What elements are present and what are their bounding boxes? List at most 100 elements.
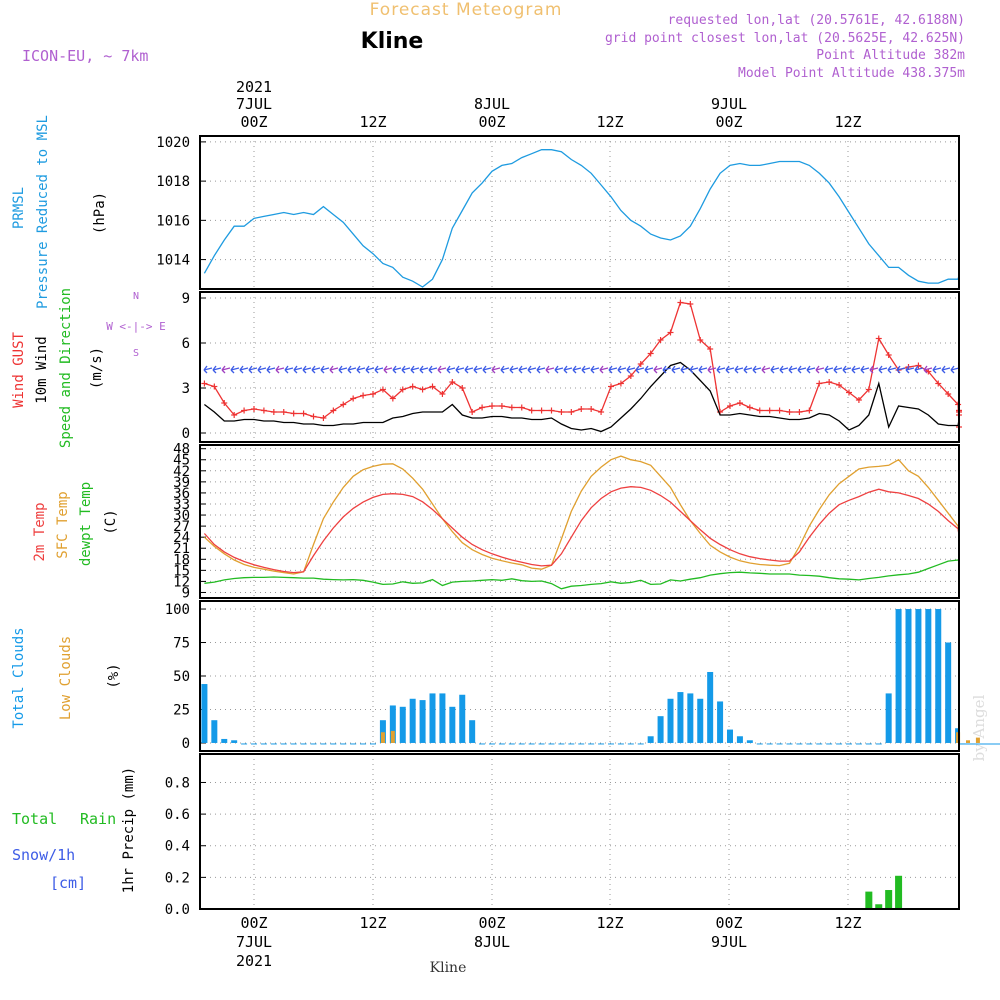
plot-layer: 1014101610181020036991215182124273033363… <box>156 135 1000 918</box>
wind-direction-arrow <box>743 365 748 371</box>
total-clouds-bar <box>429 693 436 743</box>
wind-direction-arrow <box>797 367 807 371</box>
wind-direction-arrow <box>275 367 285 371</box>
wind-direction-arrow <box>608 367 618 371</box>
bottom-hour-label: 00Z <box>240 914 267 932</box>
y-tick-label: 12 <box>173 574 190 590</box>
temp-2m-line <box>203 486 960 574</box>
temp-dewpt-label: dewpt Temp <box>78 482 94 566</box>
precip-snow-unit: [cm] <box>50 874 86 892</box>
wind-direction-arrow <box>464 365 469 371</box>
total-clouds-bar <box>449 706 456 743</box>
wind-direction-arrow <box>554 365 559 371</box>
wind-10m-line <box>204 361 960 433</box>
wind-direction-arrow <box>347 367 357 371</box>
wind-direction-arrow <box>941 365 946 371</box>
wind-direction-arrow <box>572 369 577 374</box>
wind-direction-arrow <box>248 369 253 374</box>
wind-direction-arrow <box>770 365 775 371</box>
wind-direction-arrow <box>680 367 690 371</box>
model-altitude: Model Point Altitude 438.375m <box>738 66 965 81</box>
wind-direction-arrow <box>896 367 906 371</box>
wind-direction-arrow <box>698 365 703 371</box>
wind-direction-arrow <box>617 369 622 374</box>
wind-direction-arrow <box>491 365 496 371</box>
wind-panel-frame <box>199 291 960 443</box>
total-clouds-label: Total Clouds <box>11 627 27 728</box>
bottom-hour-label: 12Z <box>834 914 861 932</box>
wind-direction-arrow <box>473 369 478 374</box>
wind-direction-arrow <box>608 369 613 374</box>
wind-direction-arrow <box>572 365 577 371</box>
y-tick-label: 1014 <box>156 253 190 269</box>
wind-direction-arrow <box>275 365 280 371</box>
wind-direction-arrow <box>887 369 892 374</box>
wind-direction-arrow <box>311 365 316 371</box>
wind-direction-arrow <box>311 369 316 374</box>
total-clouds-bar <box>667 698 674 743</box>
wind-direction-arrow <box>878 369 883 374</box>
wind-direction-arrow <box>374 365 379 371</box>
wind-direction-arrow <box>410 367 420 371</box>
total-clouds-bar <box>389 705 396 743</box>
compass-axis: W <-|-> E <box>106 320 166 333</box>
y-tick-label: 9 <box>182 291 190 307</box>
wind-direction-arrow <box>689 367 699 371</box>
wind-direction-arrow <box>896 365 901 371</box>
requested-coords: requested lon,lat (20.5761E, 42.6188N) <box>668 13 965 28</box>
wind-direction-arrow <box>851 367 861 371</box>
precip-panel-frame <box>199 753 960 910</box>
wind-direction-arrow <box>644 369 649 374</box>
wind-direction-arrow <box>464 369 469 374</box>
y-tick-label: 0 <box>182 736 190 752</box>
wind-direction-arrow <box>734 365 739 371</box>
bottom-year-label: 2021 <box>236 952 272 970</box>
temperature-panel-frame <box>199 444 960 599</box>
wind-direction-arrow <box>482 367 492 371</box>
wind-direction-arrow <box>779 365 784 371</box>
total-clouds-bar <box>211 720 218 743</box>
wind-direction-arrow <box>833 367 843 371</box>
total-clouds-bar <box>409 698 416 743</box>
wind-direction-arrow <box>446 367 456 371</box>
wind-direction-arrow <box>932 367 942 371</box>
wind-direction-arrow <box>356 365 361 371</box>
wind-direction-arrow <box>698 369 703 374</box>
total-clouds-bar <box>677 692 684 743</box>
wind-direction-arrow <box>905 365 910 371</box>
wind-direction-arrow <box>653 367 663 371</box>
total-clouds-bar <box>647 736 654 743</box>
wind-direction-arrow <box>518 367 528 371</box>
wind-direction-arrow <box>338 369 343 374</box>
wind-direction-arrow <box>734 369 739 374</box>
wind-direction-arrow <box>482 365 487 371</box>
wind-direction-arrow <box>914 367 924 371</box>
wind-direction-arrow <box>284 365 289 371</box>
wind-direction-arrow <box>554 369 559 374</box>
wind-direction-arrow <box>653 365 658 371</box>
wind-direction-arrow <box>617 367 627 371</box>
total-clouds-bar <box>419 700 426 743</box>
wind-direction-arrow <box>365 365 370 371</box>
total-clouds-bar <box>399 706 406 743</box>
wind-direction-arrow <box>671 367 681 371</box>
y-tick-label: 42 <box>173 464 190 480</box>
total-clouds-bar <box>935 609 942 743</box>
y-tick-label: 9 <box>182 585 190 601</box>
wind-direction-arrow <box>734 367 744 371</box>
wind-direction-arrow <box>293 365 298 371</box>
wind-direction-arrow <box>842 365 847 371</box>
wind-direction-arrow <box>608 365 613 371</box>
y-tick-label: 33 <box>173 497 190 513</box>
total-clouds-bar <box>379 720 386 743</box>
wind-direction-arrow <box>590 369 595 374</box>
wind-direction-arrow <box>293 369 298 374</box>
wind-direction-arrow <box>302 367 312 371</box>
wind-direction-arrow <box>833 369 838 374</box>
wind-direction-arrow <box>752 365 757 371</box>
wind-direction-arrow <box>698 367 708 371</box>
wind-direction-arrow <box>554 367 564 371</box>
wind-direction-arrow <box>428 367 438 371</box>
wind-direction-arrow <box>869 365 874 371</box>
wind-direction-arrow <box>806 367 816 371</box>
